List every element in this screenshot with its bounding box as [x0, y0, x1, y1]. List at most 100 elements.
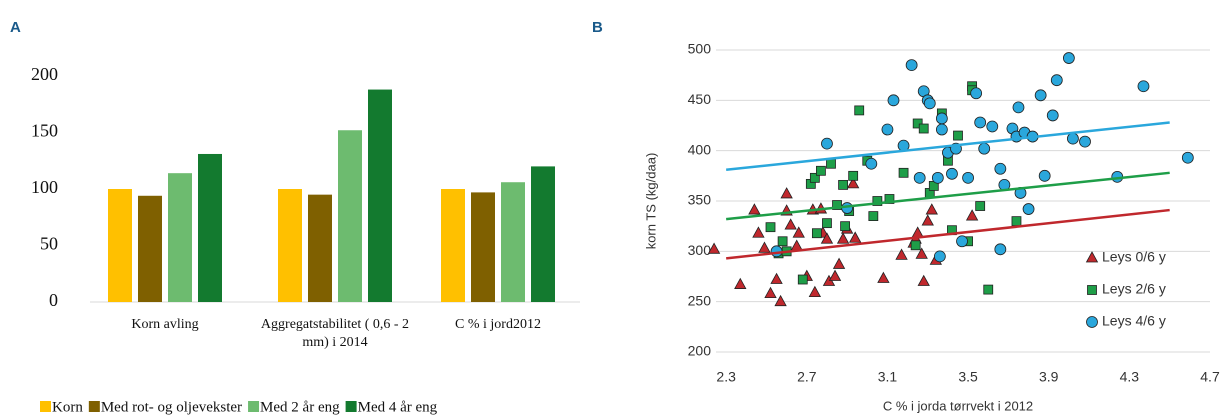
x-tick-label-box: C % i jord2012	[455, 317, 541, 332]
point	[832, 200, 842, 210]
x-tick-label: 2.7	[797, 369, 817, 385]
y-tick-label: 200	[688, 343, 712, 359]
point	[910, 240, 921, 251]
bar	[138, 195, 162, 302]
panel-label: A	[10, 19, 21, 36]
x-tick-label-box: Korn avling	[131, 317, 198, 332]
point	[811, 228, 822, 239]
point	[1046, 109, 1059, 122]
point	[765, 222, 776, 233]
point	[1181, 151, 1194, 164]
point	[953, 130, 963, 141]
y-tick-label: 300	[688, 242, 712, 258]
point	[777, 236, 788, 247]
point	[913, 171, 926, 184]
y-tick-label: 250	[688, 292, 712, 308]
point	[808, 285, 822, 298]
point	[881, 123, 894, 136]
point	[962, 171, 974, 184]
point	[790, 239, 803, 251]
x-axis-label: C % i jorda tørrvekt i 2012	[883, 398, 1033, 413]
y-tick-label: 500	[688, 41, 712, 57]
point	[933, 250, 946, 263]
legend-label: Med 4 år eng	[358, 399, 438, 415]
point	[1062, 52, 1075, 64]
point	[895, 248, 908, 260]
y-tick-label: 50	[40, 234, 58, 254]
bar	[338, 130, 362, 302]
point	[780, 187, 793, 199]
x-tick-label: 3.1	[878, 369, 898, 385]
y-tick-label: 450	[688, 91, 712, 107]
point	[770, 272, 783, 284]
point	[887, 94, 900, 107]
point	[946, 167, 958, 180]
point	[1038, 169, 1051, 182]
point	[872, 196, 883, 206]
point	[1011, 216, 1022, 227]
trend-line	[726, 171, 1170, 221]
x-tick-label-box: Aggregatstabilitet ( 0,6 - 2 mm) i 2014	[260, 317, 410, 350]
point	[965, 209, 979, 221]
bar	[308, 194, 332, 302]
point	[974, 116, 987, 129]
point	[849, 231, 862, 243]
point	[978, 142, 991, 155]
point	[774, 294, 787, 307]
point	[912, 118, 923, 129]
legend-marker	[1087, 285, 1097, 295]
point	[915, 247, 928, 259]
point	[921, 214, 934, 226]
point	[877, 271, 890, 283]
point	[905, 59, 918, 71]
point	[1079, 135, 1091, 148]
legend-swatch	[345, 401, 357, 412]
y-tick-label: 150	[31, 121, 58, 141]
point	[975, 201, 986, 211]
point	[797, 274, 808, 285]
point	[748, 203, 761, 215]
point	[917, 274, 930, 286]
bar	[108, 189, 132, 302]
x-tick-label: 3.9	[1039, 369, 1059, 385]
x-tick-label: C % i jord2012	[455, 317, 541, 332]
point	[868, 211, 879, 222]
point	[809, 172, 820, 183]
point	[865, 157, 878, 170]
bar	[278, 189, 302, 302]
x-tick-label: 3.5	[958, 369, 978, 385]
point	[828, 269, 842, 281]
point	[956, 235, 968, 248]
point	[820, 232, 834, 244]
point	[848, 170, 859, 181]
point	[911, 226, 924, 238]
point	[734, 277, 747, 289]
point	[918, 123, 929, 134]
point	[1034, 89, 1047, 102]
point	[994, 162, 1007, 175]
x-tick-label: 2.3	[716, 369, 736, 385]
point	[884, 194, 895, 204]
point	[935, 112, 948, 125]
y-tick-label: 400	[688, 141, 712, 157]
legend-label: Med rot- og oljevekster	[101, 399, 242, 415]
legend-swatch	[248, 401, 260, 412]
point	[1067, 132, 1079, 145]
point	[931, 171, 944, 184]
bar	[441, 189, 465, 302]
y-tick-label: 350	[688, 192, 712, 208]
point	[838, 179, 848, 190]
point	[836, 232, 850, 244]
x-tick-label: Aggregatstabilitet ( 0,6 - 2 mm) i 2014	[260, 317, 410, 350]
bar	[501, 182, 525, 302]
legend-label: Med 2 år eng	[260, 399, 340, 415]
legend-marker	[1085, 251, 1099, 263]
point	[1012, 101, 1025, 114]
legend-label: Leys 0/6 y	[1102, 249, 1166, 265]
point	[846, 177, 860, 189]
point	[983, 284, 994, 295]
bar	[198, 153, 222, 302]
bar	[531, 166, 555, 302]
legend-swatch	[88, 401, 100, 412]
point	[821, 137, 833, 150]
